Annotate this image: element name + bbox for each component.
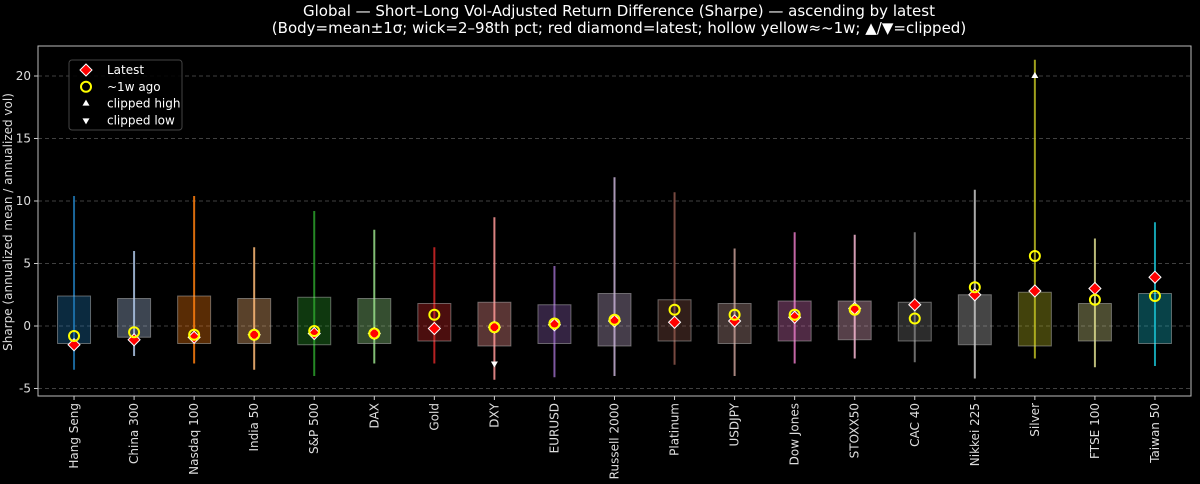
x-tick-label: Platinum <box>668 403 682 456</box>
body <box>117 298 152 338</box>
week-ago-marker <box>908 312 921 325</box>
legend-marker-latest <box>79 63 93 77</box>
candle-group <box>657 192 692 365</box>
x-tick-label: DAX <box>367 403 381 428</box>
candle-group <box>57 196 92 370</box>
y-tick-label: 20 <box>16 69 31 83</box>
candle-group <box>1137 222 1172 366</box>
legend-label: Latest <box>107 63 144 77</box>
legend-label: clipped low <box>107 113 175 127</box>
candle-group <box>297 211 332 376</box>
candle-group <box>597 177 632 376</box>
clipped-low-marker <box>490 361 498 368</box>
latest-marker <box>667 315 682 329</box>
body <box>717 303 752 344</box>
body <box>777 300 812 342</box>
chart-subtitle: (Body=mean±1σ; wick=2–98th pct; red diam… <box>272 19 966 37</box>
candle-group <box>417 247 452 364</box>
week-ago-marker <box>428 308 441 321</box>
week-ago-marker <box>728 308 741 321</box>
body <box>237 298 272 344</box>
x-tick-label: Russell 2000 <box>608 403 622 479</box>
y-tick-label: 0 <box>23 319 31 333</box>
x-tick-label: China 300 <box>127 403 141 464</box>
week-ago-marker <box>248 328 261 341</box>
y-tick-label: 10 <box>16 194 31 208</box>
latest-marker <box>908 298 922 312</box>
legend-marker-week-ago <box>80 80 92 93</box>
x-tick-label: Hang Seng <box>67 403 81 469</box>
week-ago-marker <box>128 326 141 339</box>
x-tick-label: USDJPY <box>728 402 742 446</box>
x-tick-label: Gold <box>427 403 441 431</box>
chart-title: Global — Short–Long Vol-Adjusted Return … <box>303 2 935 20</box>
week-ago-marker <box>368 327 381 340</box>
legend: Latest ~1w ago clipped high clipped low <box>68 59 183 131</box>
candle-group <box>477 217 512 380</box>
clipped-high-marker <box>1031 72 1039 78</box>
plot-area: -5 0 5 10 15 20 Hang Seng China 300 Nasdaq 100 In… <box>16 45 1192 479</box>
body <box>297 296 332 346</box>
candle-group <box>1017 59 1052 359</box>
week-ago-marker <box>308 325 321 337</box>
x-tick-label: India 50 <box>247 403 261 452</box>
candle-group <box>777 232 812 364</box>
x-tick-label: FTSE 100 <box>1088 403 1102 459</box>
week-ago-marker <box>788 308 801 321</box>
week-ago-marker <box>848 303 861 316</box>
x-tick-label: CAC 40 <box>908 403 922 447</box>
x-tick-label: Taiwan 50 <box>1148 403 1162 464</box>
legend-label: clipped high <box>107 97 180 111</box>
latest-marker <box>1088 281 1102 296</box>
week-ago-marker <box>548 317 561 330</box>
candle-group <box>837 234 872 359</box>
x-tick-label: Nasdaq 100 <box>187 403 201 475</box>
week-ago-marker <box>668 303 681 316</box>
x-tick-label: Dow Jones <box>788 403 802 465</box>
candle-group <box>717 248 752 376</box>
week-ago-marker <box>1028 250 1041 262</box>
body <box>1077 303 1112 342</box>
legend-marker-clipped-high <box>82 99 90 106</box>
week-ago-marker <box>488 321 501 334</box>
week-ago-marker <box>1088 293 1101 306</box>
latest-marker <box>1028 284 1042 298</box>
body <box>957 294 992 346</box>
candle-group <box>177 196 212 364</box>
y-tick-label: -5 <box>19 382 31 396</box>
body <box>1017 291 1052 347</box>
legend-marker-clipped-low <box>82 118 90 125</box>
legend-label: ~1w ago <box>107 80 161 94</box>
candle-group <box>1077 238 1112 368</box>
candle-group <box>237 247 272 370</box>
week-ago-marker <box>188 328 201 341</box>
candle-group <box>357 229 392 364</box>
latest-marker <box>1148 270 1162 284</box>
candle-group <box>957 189 992 379</box>
candle-group <box>117 251 152 356</box>
body <box>57 295 92 344</box>
y-tick-label: 5 <box>23 257 31 271</box>
candle-group <box>537 266 572 378</box>
x-tick-label: STOXX50 <box>848 403 862 458</box>
legend-box <box>68 59 183 131</box>
latest-marker <box>427 321 442 336</box>
x-tick-label: S&P 500 <box>307 403 321 454</box>
y-tick-label: 15 <box>16 132 31 146</box>
week-ago-marker <box>608 313 621 326</box>
x-tick-label: Nikkei 225 <box>968 403 982 466</box>
week-ago-marker <box>1148 290 1161 302</box>
x-tick-label: DXY <box>487 402 501 427</box>
candle-group <box>897 232 932 363</box>
x-tick-label: Silver <box>1028 403 1042 437</box>
y-axis-label: Sharpe (annualized mean / annualized vol… <box>1 93 15 351</box>
x-tick-label: EURUSD <box>547 403 561 453</box>
latest-marker <box>67 338 81 352</box>
week-ago-marker <box>68 330 81 342</box>
week-ago-marker <box>968 281 981 294</box>
